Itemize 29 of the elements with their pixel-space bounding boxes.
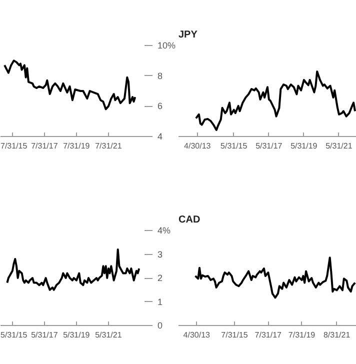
x-tick-label: 5/31/17: [256, 142, 283, 150]
x-tick-label: 5/31/21: [95, 330, 122, 340]
x-tick-label: 5/31/19: [63, 330, 90, 340]
x-tick-label: 5/31/17: [31, 330, 58, 340]
y-tick-label: 6: [158, 101, 163, 112]
y-tick-label: 8: [158, 70, 163, 81]
x-tick-label: 5/31/21: [326, 142, 353, 150]
x-tick-label: 7/31/21: [95, 142, 122, 150]
x-tick-label: 5/31/19: [290, 142, 318, 150]
y-tick-label: 3: [158, 249, 163, 260]
x-tick-label: 4/30/13: [184, 142, 212, 150]
x-tick-label: 7/31/19: [288, 330, 316, 340]
x-tick-label: 7/31/19: [63, 142, 90, 150]
x-tick-label: 4/30/13: [183, 330, 211, 340]
y-tick-label: 1: [158, 296, 163, 307]
y-tick-label: 2: [158, 273, 163, 283]
chart-title: CAD: [178, 214, 200, 226]
x-tick-label: 7/31/17: [31, 142, 58, 150]
chart-title: JPY: [178, 30, 198, 40]
x-tick-label: 5/31/15: [0, 330, 28, 340]
x-tick-label: 7/31/15: [0, 142, 28, 150]
y-tick-label: 10%: [158, 40, 176, 50]
y-tick-label: 0: [158, 320, 163, 330]
x-tick-label: 5/31/15: [220, 142, 248, 150]
x-tick-label: 7/31/15: [221, 330, 248, 340]
x-tick-label: 7/31/17: [254, 330, 282, 340]
y-tick-label: 4: [158, 132, 163, 142]
y-tick-label: 4%: [158, 226, 171, 236]
x-tick-label: 8/31/21: [323, 330, 351, 340]
